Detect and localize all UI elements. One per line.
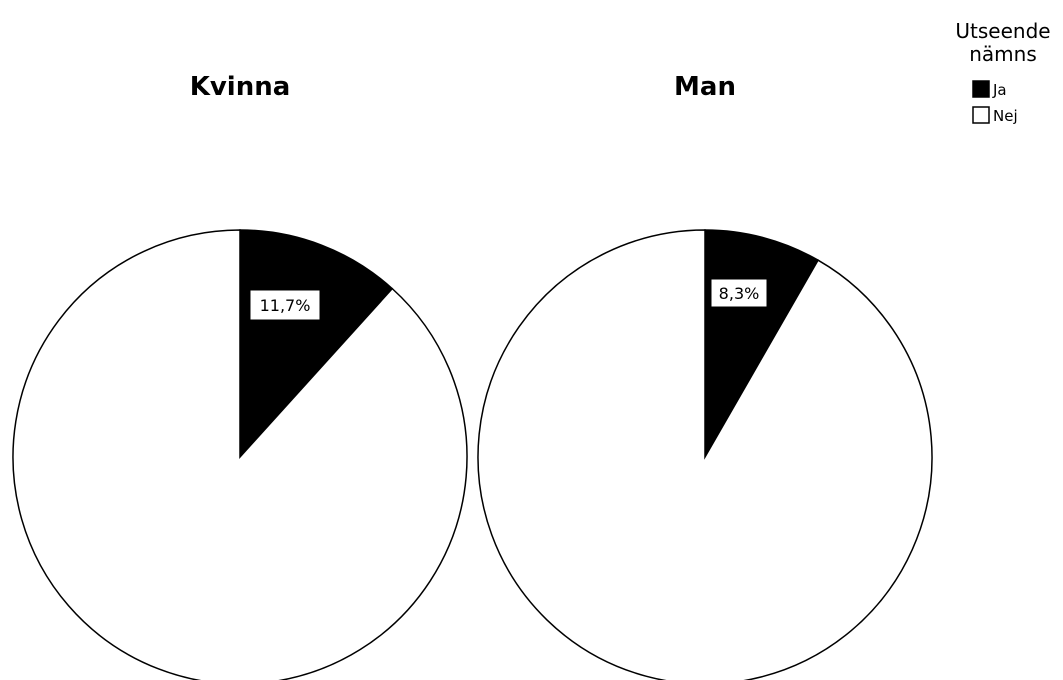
data-label-group-kvinna: 11,7% (249, 289, 321, 321)
pie-title-kvinna: Kvinna (190, 72, 291, 102)
data-label-man: 8,3% (719, 284, 760, 303)
legend-swatch-nej (972, 106, 990, 124)
legend-label-ja: Ja (992, 81, 1007, 99)
legend-title-line-2: nämns (969, 42, 1037, 66)
pie-kvinna: Kvinna 11,7% (12, 72, 468, 680)
pie-slice-man-nej (477, 229, 933, 680)
data-label-kvinna: 11,7% (260, 296, 311, 315)
pie-slices-kvinna (12, 229, 468, 680)
pie-title-man: Man (674, 72, 736, 102)
data-label-box-man (710, 278, 768, 308)
legend-title-line-1: Utseende (955, 19, 1050, 43)
pie-slices-man (477, 229, 933, 680)
legend: Utseende nämns Ja Nej (955, 19, 1050, 125)
data-label-group-man: 8,3% (710, 278, 768, 308)
data-label-box-kvinna (249, 289, 321, 321)
legend-label-nej: Nej (993, 107, 1018, 125)
legend-swatch-ja (972, 80, 990, 98)
pie-slice-kvinna-nej (12, 229, 468, 680)
pie-man: Man 8,3% (477, 72, 933, 680)
pie-slice-kvinna-ja (239, 229, 394, 459)
